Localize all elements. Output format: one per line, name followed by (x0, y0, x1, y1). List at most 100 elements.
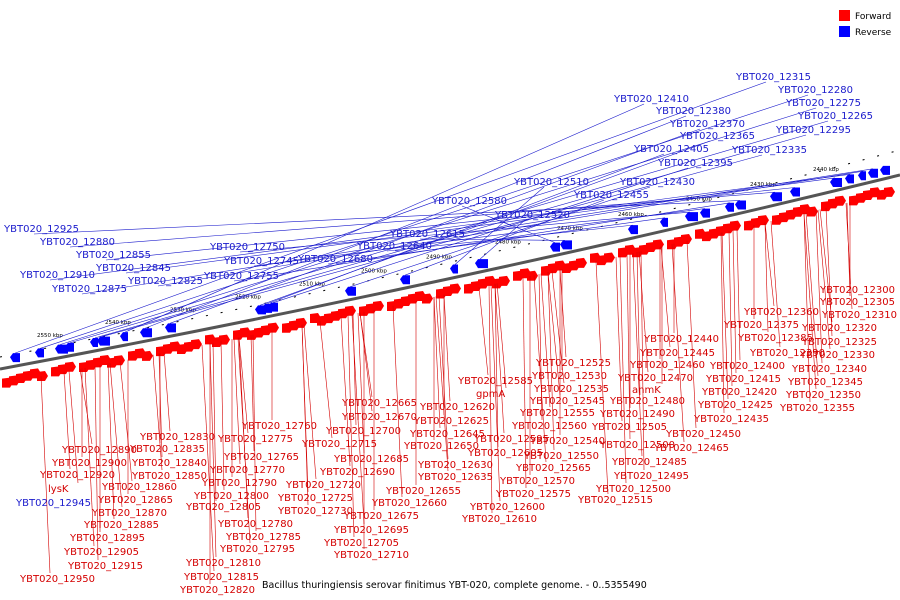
reverse-gene-arrow (868, 168, 878, 178)
forward-gene-label: YBT020_12450 (665, 429, 741, 440)
reverse-leader-line (266, 153, 665, 305)
forward-leader-line (107, 363, 115, 520)
forward-gene-label: YBT020_12920 (39, 470, 115, 481)
forward-gene-label: YBT020_12325 (801, 337, 877, 348)
reverse-leader-line (349, 186, 651, 288)
reverse-gene-arrow (560, 240, 572, 250)
forward-leader-line (94, 365, 99, 561)
reverse-leader-line (327, 217, 666, 265)
forward-gene-label: YBT020_12775 (217, 434, 293, 445)
reverse-leader-line (14, 81, 767, 354)
reverse-leader-line (49, 174, 851, 281)
forward-gene-label: YBT020_12885 (83, 520, 159, 531)
reverse-gene-label: YBT020_12365 (679, 131, 755, 142)
forward-leader-line (250, 335, 255, 452)
forward-leader-line (632, 252, 643, 457)
forward-gene-label: YBT020_12650 (403, 441, 479, 452)
forward-leader-line (40, 376, 51, 574)
forward-genes (2, 186, 895, 388)
genome-backbone (0, 173, 900, 371)
forward-leader-line (720, 232, 725, 414)
forward-gene-label: YBT020_12570 (499, 476, 575, 487)
forward-gene-arrow (37, 371, 48, 382)
forward-gene-arrow (114, 355, 125, 366)
forward-gene-label: YBT020_12620 (419, 402, 495, 413)
forward-gene-label: YBT020_12465 (653, 443, 729, 454)
forward-leader-line (732, 229, 737, 374)
forward-gene-arrow (681, 233, 692, 244)
forward-gene-label: YBT020_12595 (473, 434, 549, 445)
scale-tick-label: 2470 kbp (557, 226, 583, 232)
reverse-gene-arrow (97, 336, 110, 346)
reverse-gene-label: YBT020_12455 (573, 190, 649, 201)
forward-gene-arrow (835, 195, 846, 206)
reverse-gene-arrow (550, 242, 560, 252)
forward-leader-line (352, 314, 357, 426)
forward-leader-line (84, 367, 95, 547)
reverse-leader-line (461, 205, 556, 243)
reverse-leader-line (69, 120, 829, 344)
reverse-gene-label: YBT020_12910 (19, 270, 95, 281)
forward-leader-line (488, 285, 493, 514)
forward-leader-line (819, 209, 833, 323)
forward-gene-label: YBT020_12300 (819, 285, 895, 296)
reverse-leader-line (272, 167, 689, 303)
forward-gene-label: YBT020_12600 (469, 502, 545, 513)
reverse-gene-arrow (345, 286, 356, 296)
reverse-gene-arrow (660, 217, 668, 227)
scale-tick-label: 2480 kbp (495, 240, 521, 246)
forward-leader-line (347, 315, 355, 538)
scale-tick-label: 2520 kbp (235, 294, 261, 300)
forward-gene-label: YBT020_12820 (179, 585, 255, 596)
forward-gene-label: YBT020_12805 (185, 502, 261, 513)
forward-gene-label: YBT020_12515 (577, 495, 653, 506)
legend-swatch-reverse (839, 26, 850, 37)
reverse-gene-label: YBT020_12280 (777, 85, 853, 96)
forward-gene-arrow (653, 239, 664, 250)
reverse-gene-label: YBT020_12825 (127, 276, 203, 287)
forward-leader-line (119, 361, 133, 482)
reverse-labels: YBT020_12315 YBT020_12280 YBT020_12275 YBT0… (3, 72, 873, 509)
forward-gene-label: YBT020_12500 (599, 440, 675, 451)
forward-leader-lines (40, 202, 853, 584)
reverse-gene-arrow (628, 225, 638, 235)
forward-leader-line (764, 222, 769, 333)
forward-gene-label: YBT020_12360 (743, 307, 819, 318)
forward-leader-line (438, 295, 449, 460)
forward-leader-line (615, 256, 623, 422)
scale-tick-label: 2460 kbp (618, 212, 644, 218)
forward-gene-label: YBT020_12815 (183, 572, 259, 583)
forward-gene-arrow (422, 293, 433, 304)
forward-gene-arrow (527, 270, 538, 281)
forward-leader-line (435, 296, 449, 472)
reverse-gene-arrow (475, 259, 488, 269)
reverse-gene-label: YBT020_12580 (431, 196, 507, 207)
forward-leader-line (359, 312, 373, 412)
forward-gene-label: YBT020_12555 (519, 408, 595, 419)
reverse-gene-label: YBT020_12405 (633, 144, 709, 155)
forward-gene-label: YBT020_12720 (285, 480, 361, 491)
forward-leader-line (636, 252, 641, 396)
reverse-gene-arrow (790, 187, 800, 197)
forward-leader-line (233, 338, 241, 465)
reverse-gene-arrow (735, 200, 746, 210)
forward-leader-line (392, 305, 403, 498)
forward-leader-line (736, 228, 741, 361)
reverse-gene-arrow (90, 337, 98, 347)
forward-gene-label: YBT020_12500 (595, 484, 671, 495)
reverse-gene-label: YBT020_12745 (223, 256, 299, 267)
forward-gene-arrow (884, 186, 895, 197)
reverse-gene-arrow (858, 171, 866, 181)
legend-label-forward: Forward (855, 12, 891, 22)
forward-gene-label: YBT020_12715 (301, 439, 377, 450)
forward-gene-label: YBT020_12540 (529, 436, 605, 447)
legend-label-reverse: Reverse (855, 28, 892, 38)
forward-gene-label: YBT020_12485 (611, 457, 687, 468)
reverse-gene-label: YBT020_12410 (613, 94, 689, 105)
reverse-leader-line (94, 134, 807, 339)
reverse-gene-arrow (685, 212, 698, 222)
reverse-gene-label: YBT020_12945 (15, 498, 91, 509)
forward-gene-arrow (345, 305, 356, 316)
forward-gene-label: YBT020_12480 (609, 396, 685, 407)
scale-tick-label: 2510 kbp (299, 281, 325, 287)
